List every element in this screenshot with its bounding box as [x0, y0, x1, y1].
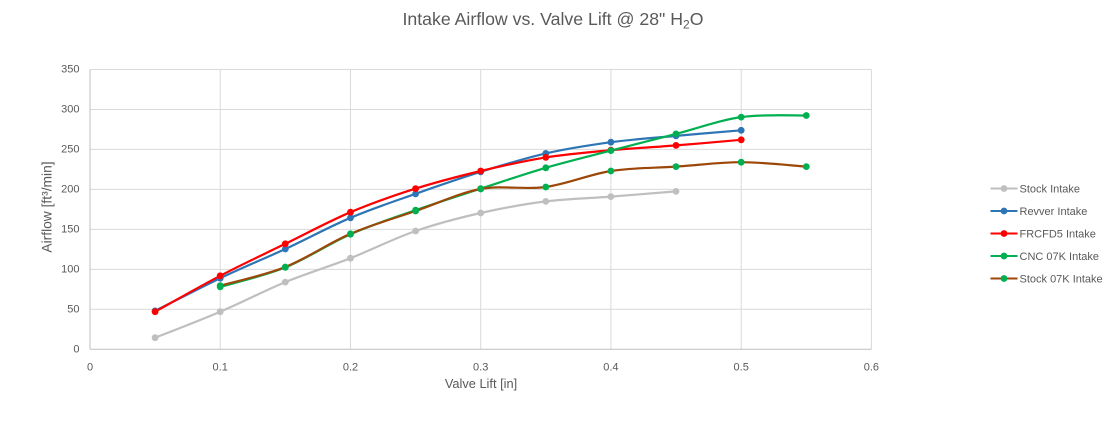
svg-text:50: 50: [67, 304, 79, 316]
svg-text:0: 0: [87, 361, 93, 373]
svg-text:Stock 07K Intake: Stock 07K Intake: [1020, 273, 1103, 285]
svg-text:100: 100: [61, 264, 79, 276]
svg-text:Airflow [ft³/min]: Airflow [ft³/min]: [40, 161, 55, 252]
svg-text:CNC 07K Intake: CNC 07K Intake: [1020, 251, 1099, 263]
svg-text:Intake Airflow vs. Valve Lift: Intake Airflow vs. Valve Lift @ 28" H2O: [403, 9, 704, 31]
svg-text:150: 150: [61, 224, 79, 236]
svg-text:250: 250: [61, 144, 79, 156]
svg-text:0.3: 0.3: [473, 361, 488, 373]
svg-text:0.4: 0.4: [603, 361, 618, 373]
svg-text:350: 350: [61, 64, 79, 76]
svg-text:0.5: 0.5: [734, 361, 749, 373]
svg-text:0.6: 0.6: [864, 361, 879, 373]
svg-text:200: 200: [61, 184, 79, 196]
svg-text:FRCFD5 Intake: FRCFD5 Intake: [1020, 228, 1096, 240]
svg-text:0.1: 0.1: [213, 361, 228, 373]
svg-text:0.2: 0.2: [343, 361, 358, 373]
svg-text:0: 0: [73, 344, 79, 356]
svg-text:300: 300: [61, 104, 79, 116]
svg-text:Valve Lift [in]: Valve Lift [in]: [445, 376, 517, 391]
svg-text:Stock Intake: Stock Intake: [1020, 183, 1081, 195]
svg-text:Revver Intake: Revver Intake: [1020, 206, 1088, 218]
